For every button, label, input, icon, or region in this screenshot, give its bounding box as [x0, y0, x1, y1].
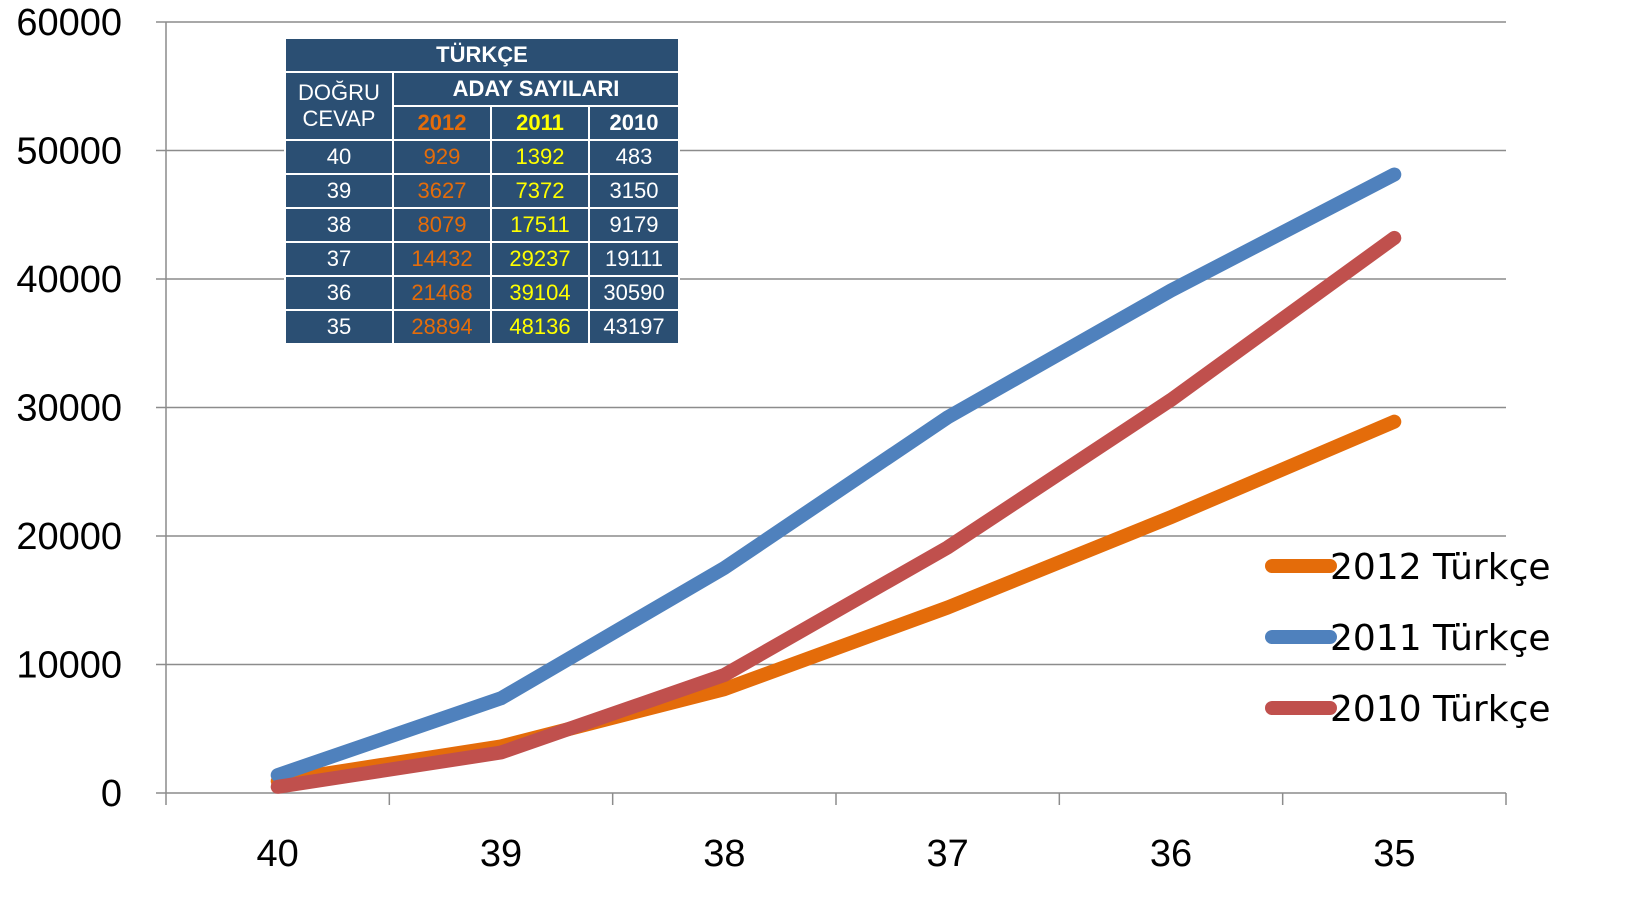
legend-label: 2012 Türkçe	[1330, 547, 1551, 588]
x-tick-label: 39	[480, 833, 522, 875]
legend-label: 2010 Türkçe	[1330, 689, 1551, 730]
table-cell: 7372	[490, 173, 590, 209]
y-tick-label: 40000	[16, 259, 122, 301]
x-tick-label: 38	[703, 833, 745, 875]
axes	[156, 21, 1507, 805]
table-row: 40 929 1392 483	[284, 139, 680, 175]
y-tick-label: 20000	[16, 516, 122, 558]
table-cell: 929	[392, 139, 492, 175]
x-tick-label: 36	[1150, 833, 1192, 875]
table-cell: 9179	[588, 207, 680, 243]
series-lines	[270, 167, 1402, 794]
y-tick-label: 0	[101, 773, 122, 815]
table-row: 36 21468 39104 30590	[284, 275, 680, 311]
table-cell: 30590	[588, 275, 680, 311]
table-cell: 48136	[490, 309, 590, 345]
table-cell: 43197	[588, 309, 680, 345]
table-cell: 483	[588, 139, 680, 175]
table-cell: 1392	[490, 139, 590, 175]
table-cell: 21468	[392, 275, 492, 311]
table-cell: 3150	[588, 173, 680, 209]
x-tick-labels: 40 39 38 37 36 35	[257, 833, 1416, 875]
table-cell: 39	[284, 173, 394, 209]
table-cell: 28894	[392, 309, 492, 345]
table-cell: 8079	[392, 207, 492, 243]
series-line	[270, 167, 1402, 783]
y-tick-label: 50000	[16, 131, 122, 173]
table-cell: 37	[284, 241, 394, 277]
table-row: 37 14432 29237 19111	[284, 241, 680, 277]
y-tick-label: 10000	[16, 645, 122, 687]
table-cell: 40	[284, 139, 394, 175]
table-cell: 36	[284, 275, 394, 311]
table-row-header: DOĞRU CEVAP	[284, 71, 394, 141]
legend: 2012 Türkçe 2011 Türkçe 2010 Türkçe	[1265, 547, 1551, 730]
y-tick-label: 60000	[16, 2, 122, 44]
table-row: 38 8079 17511 9179	[284, 207, 680, 243]
table-year-2012: 2012	[392, 105, 492, 141]
table-cell: 39104	[490, 275, 590, 311]
x-tick-label: 35	[1373, 833, 1415, 875]
series-line	[270, 230, 1402, 794]
table-title: TÜRKÇE	[284, 37, 680, 73]
table-cell: 17511	[490, 207, 590, 243]
table-cell: 14432	[392, 241, 492, 277]
data-table: TÜRKÇE DOĞRU CEVAP ADAY SAYILARI 2012 20…	[284, 37, 680, 345]
x-tick-label: 40	[257, 833, 299, 875]
table-cell: 38	[284, 207, 394, 243]
table-year-2010: 2010	[588, 105, 680, 141]
table-year-2011: 2011	[490, 105, 590, 141]
table-row: 39 3627 7372 3150	[284, 173, 680, 209]
table-row: 35 28894 48136 43197	[284, 309, 680, 345]
table-group-header: ADAY SAYILARI	[392, 71, 680, 107]
table-cell: 29237	[490, 241, 590, 277]
table-cell: 35	[284, 309, 394, 345]
y-tick-labels: 0 10000 20000 30000 40000 50000 60000	[16, 2, 122, 815]
y-tick-label: 30000	[16, 388, 122, 430]
legend-label: 2011 Türkçe	[1330, 618, 1551, 659]
x-tick-label: 37	[927, 833, 969, 875]
table-cell: 19111	[588, 241, 680, 277]
table-cell: 3627	[392, 173, 492, 209]
series-line	[270, 414, 1402, 789]
